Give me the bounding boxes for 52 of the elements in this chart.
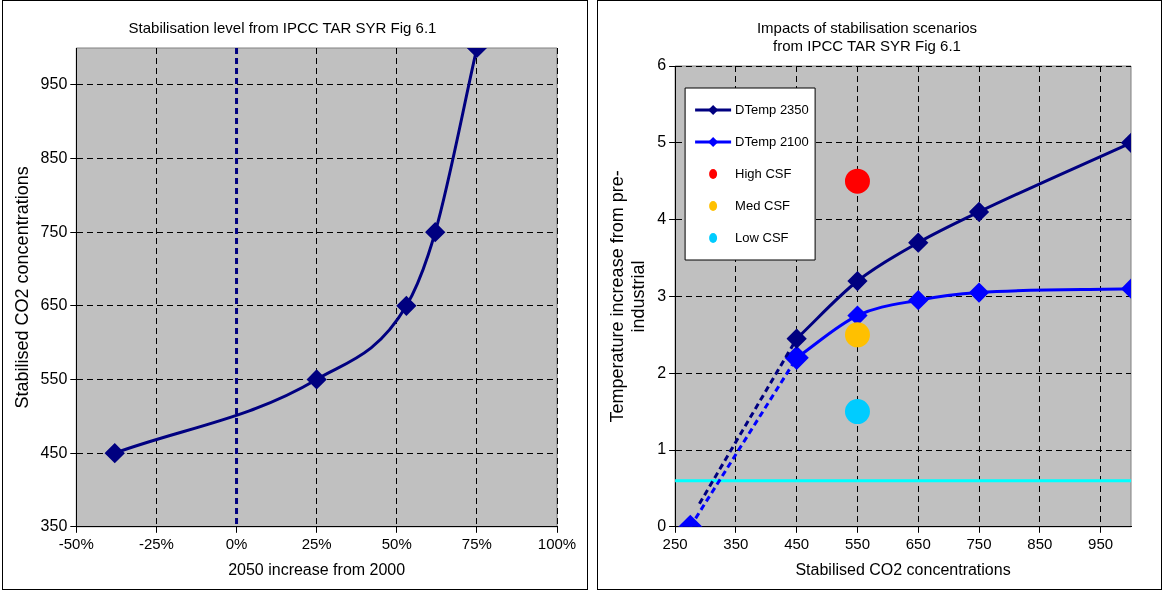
x-tick-label: 0% [225, 534, 248, 552]
x-tick-label: 100% [537, 534, 577, 552]
y-tick-label: 1 [657, 440, 667, 458]
x-tick-label: 75% [461, 534, 492, 552]
legend-label: High CSF [735, 165, 792, 181]
y-tick-label: 3 [657, 286, 667, 304]
point [847, 306, 867, 326]
x-tick-label: 250 [662, 534, 688, 552]
y-tick-label: 4 [657, 210, 667, 228]
point [425, 222, 445, 242]
x-tick-label: 450 [784, 534, 810, 552]
legend-label: DTemp 2100 [735, 133, 809, 149]
y-tick-label: 350 [40, 517, 68, 535]
x-tick-label: 650 [905, 534, 931, 552]
point [844, 168, 870, 194]
legend-label: Low CSF [735, 229, 789, 245]
x-tick-label: 750 [966, 534, 992, 552]
chart-title: Stabilisation level from IPCC TAR SYR Fig 6.1 [128, 19, 437, 37]
x-tick-label: -25% [138, 534, 174, 552]
point [307, 369, 327, 389]
x-axis-title: 2050 increase from 2000 [228, 560, 406, 578]
y-tick-label: 2 [657, 363, 667, 381]
legend-label: Med CSF [735, 197, 791, 213]
point [105, 443, 125, 463]
y-tick-label: 950 [40, 75, 68, 93]
y-tick-label: 850 [40, 148, 68, 166]
chart-title: Impacts of stabilisation scenarios from IPCC TAR SYR Fig 6.1 [756, 19, 978, 55]
y-axis-title: Temperature increase from pre- industrial [606, 170, 649, 423]
y-tick-label: 550 [40, 369, 68, 387]
x-tick-label: 350 [723, 534, 749, 552]
x-tick-label: 50% [381, 534, 412, 552]
y-tick-label: 650 [40, 296, 68, 314]
x-tick-label: -50% [58, 534, 94, 552]
point [396, 296, 416, 316]
x-tick-label: 950 [1088, 534, 1114, 552]
y-tick-label: 0 [657, 517, 667, 535]
point [787, 329, 807, 349]
point [908, 290, 928, 310]
x-tick-label: 25% [301, 534, 332, 552]
point [844, 322, 870, 348]
legend-label: DTemp 2350 [735, 101, 809, 117]
y-tick-label: 5 [657, 133, 667, 151]
point [844, 399, 870, 425]
point [847, 271, 867, 291]
y-tick-label: 450 [40, 443, 68, 461]
y-tick-label: 6 [657, 56, 667, 74]
y-tick-label: 750 [40, 222, 68, 240]
x-axis-title: Stabilised CO2 concentrations [795, 560, 1011, 578]
x-tick-label: 550 [844, 534, 870, 552]
x-tick-label: 850 [1027, 534, 1053, 552]
y-axis-title: Stabilised CO2 concentrations [11, 166, 32, 409]
point [908, 233, 928, 253]
